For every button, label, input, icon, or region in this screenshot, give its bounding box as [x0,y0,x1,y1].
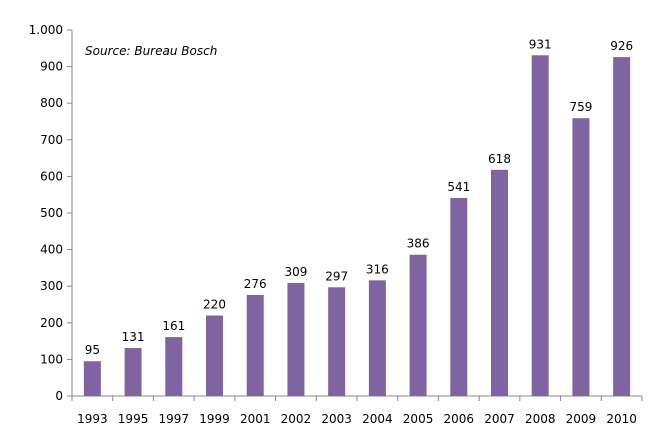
x-tick-label: 1997 [159,412,190,426]
bar [206,315,223,396]
data-label: 131 [122,330,145,344]
y-tick-label: 300 [40,279,63,293]
x-tick-label: 1995 [118,412,149,426]
bar [287,282,305,396]
data-label: 926 [610,39,633,53]
data-label: 541 [447,180,470,194]
bar [246,294,264,396]
source-annotation: Source: Bureau Bosch [85,44,217,58]
bar [83,361,101,396]
x-tick-label: 2003 [321,412,352,426]
bar [328,287,346,396]
bar [572,118,590,397]
y-tick-label: 600 [40,169,63,183]
x-tick-label: 2008 [525,412,556,426]
x-tick-label: 2002 [281,412,312,426]
x-tick-label: 1993 [77,412,108,426]
data-label: 161 [162,319,185,333]
y-tick-label: 500 [40,206,63,220]
data-label: 220 [203,297,226,311]
data-label: 309 [284,265,307,279]
data-label: 618 [488,152,511,166]
data-label: 297 [325,269,348,283]
x-tick-label: 2004 [362,412,393,426]
data-label: 316 [366,262,389,276]
x-tick-label: 2007 [484,412,515,426]
y-tick-label: 1.000 [29,23,63,37]
x-tick-label: 2006 [444,412,475,426]
y-tick-label: 800 [40,96,63,110]
data-label: 931 [529,37,552,51]
bar [368,280,386,396]
plot-area: 0 100 200 300 400 500 600 700 800 900 1.000 95 1993 1… [29,23,643,426]
data-label: 759 [569,100,592,114]
bar [409,254,427,396]
bar [491,169,508,396]
data-label: 386 [407,237,430,251]
y-tick-label: 200 [40,316,63,330]
y-tick-label: 100 [40,352,63,366]
bar [124,348,142,396]
y-tick-label: 0 [55,389,63,403]
data-label: 276 [244,277,267,291]
bar [613,57,631,397]
y-tick-label: 700 [40,133,63,147]
bar [165,337,183,396]
y-tick-label: 900 [40,60,63,74]
y-tick-label: 400 [40,243,63,257]
bar [531,55,549,397]
x-tick-label: 2010 [606,412,637,426]
bar [450,197,468,396]
x-tick-label: 1999 [199,412,230,426]
x-tick-label: 2009 [566,412,597,426]
data-label: 95 [85,343,100,357]
x-tick-label: 2005 [403,412,434,426]
x-tick-label: 2001 [240,412,271,426]
